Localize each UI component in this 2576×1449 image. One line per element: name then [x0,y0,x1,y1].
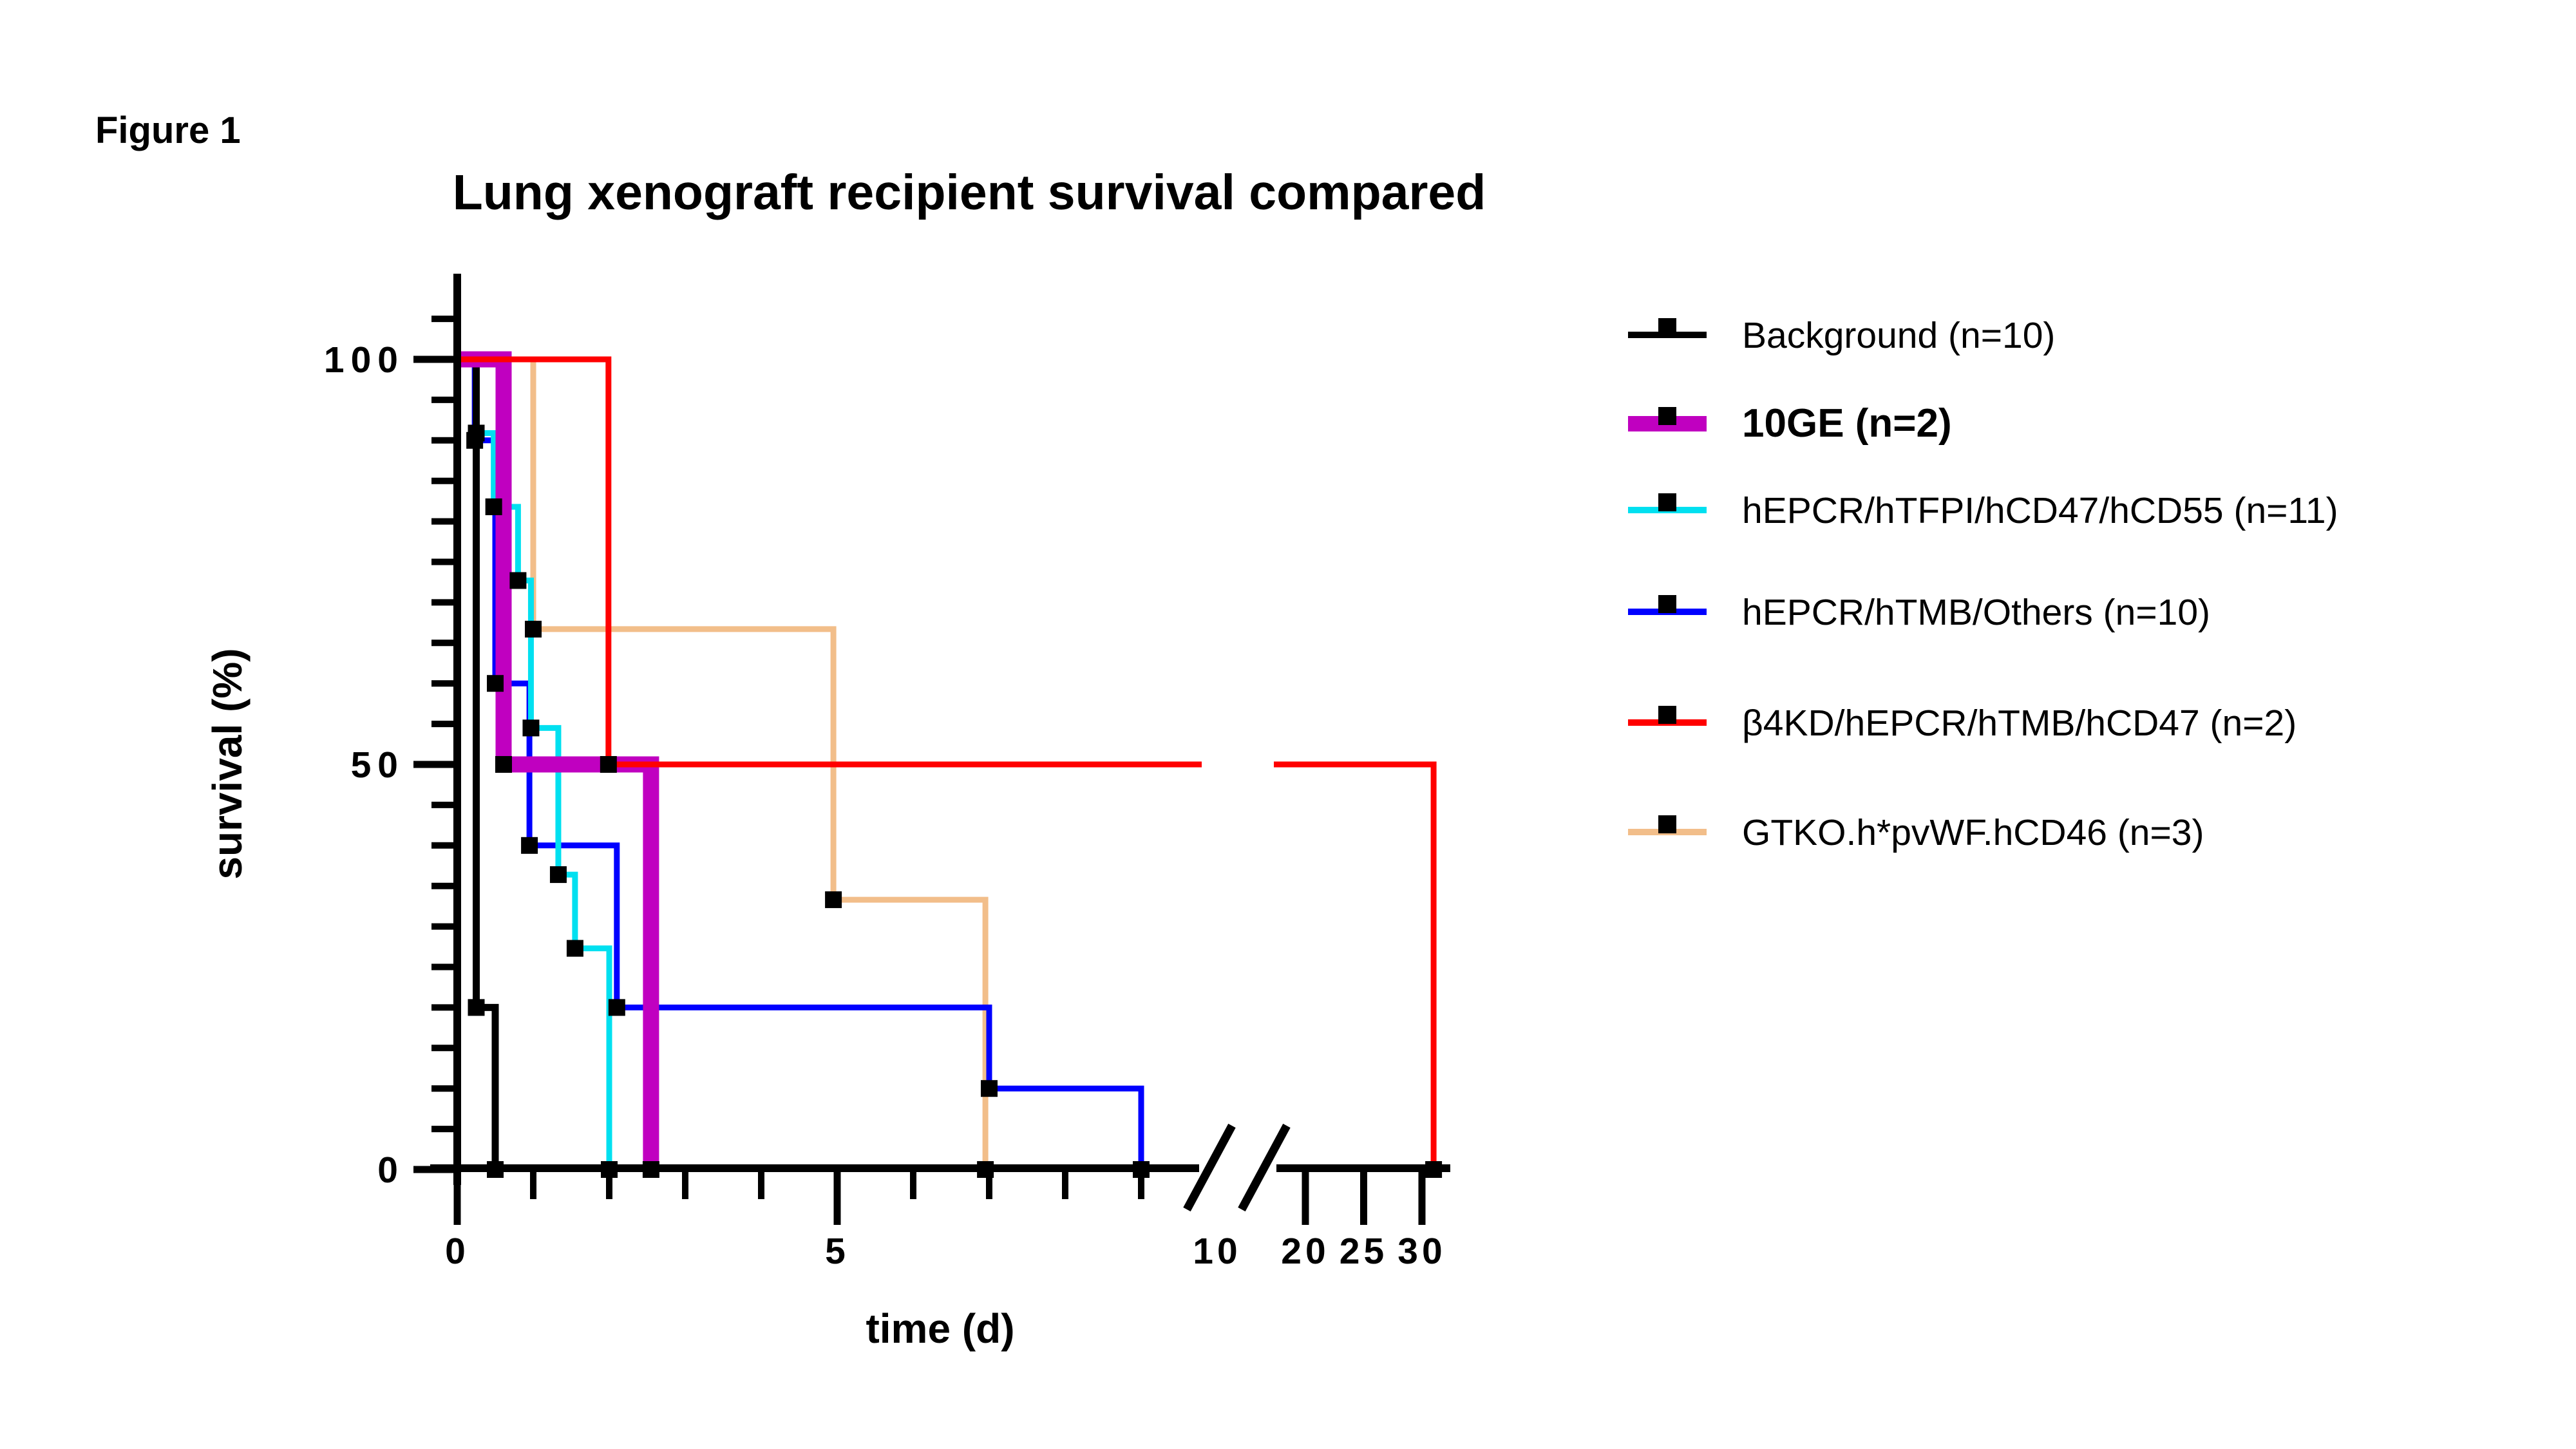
x-axis-label: time (d) [866,1305,1014,1352]
event-marker-background [468,999,485,1016]
x-tick-label-10: 10 [1193,1231,1241,1272]
legend-label-hepcr-htmb: hEPCR/hTMB/Others (n=10) [1742,592,2210,633]
x-tick-label-5: 5 [825,1231,849,1272]
legend-label-background: Background (n=10) [1742,315,2055,356]
event-marker-hepcr-htmb-others [487,675,504,692]
legend-entry-10ge: 10GE (n=2) [1628,401,1952,446]
legend-entry-b4kd: β4KD/hEPCR/hTMB/hCD47 (n=2) [1628,703,2297,744]
y-tick-label-100: 100 [324,339,404,381]
chart-title: Lung xenograft recipient survival compar… [453,165,1486,220]
x-tick-label-30: 30 [1397,1231,1446,1272]
legend-label-b4kd: β4KD/hEPCR/hTMB/hCD47 (n=2) [1742,703,2297,744]
x-tick-label-0: 0 [445,1231,469,1272]
event-marker-hepcr-htmb-others [1133,1161,1150,1178]
plot-area [413,274,1450,1225]
event-marker-hepcr-htmb-others [521,837,538,854]
y-tick-label-0: 0 [377,1150,404,1191]
event-marker-hepcr-htfpi-hcd47-hcd55 [468,424,485,442]
axis-break-slash [1183,1123,1236,1212]
legend-label-gtko: GTKO.h*pvWF.hCD46 (n=3) [1742,812,2204,853]
event-marker-gtko-hpvwf-hcd46 [977,1161,994,1178]
axis-break-mask [1202,277,1274,1163]
legend-label-hepcr-htfpi: hEPCR/hTFPI/hCD47/hCD55 (n=11) [1742,490,2338,531]
figure-label: Figure 1 [95,109,241,151]
event-marker-background [487,1161,504,1178]
y-tick-label-50: 50 [351,744,404,786]
legend-marker-hepcr-htmb-others [1658,595,1676,613]
x-tick-label-25: 25 [1340,1231,1388,1272]
y-axis-label: survival (%) [204,648,251,879]
event-marker-hepcr-htfpi-hcd47-hcd55 [522,719,540,737]
event-marker-hepcr-htfpi-hcd47-hcd55 [601,1161,618,1178]
event-marker-gtko-hpvwf-hcd46 [525,620,542,638]
legend-entry-background: Background (n=10) [1628,315,2055,356]
event-marker-10ge [495,756,512,773]
legend-marker-background [1658,318,1676,336]
event-marker-hepcr-htfpi-hcd47-hcd55 [566,940,583,957]
legend-marker-gtko-hpvwf-hcd46 [1658,815,1676,833]
legend-entry-gtko: GTKO.h*pvWF.hCD46 (n=3) [1628,812,2204,853]
axis-break-slash [1238,1123,1291,1212]
event-marker-b4kd-hepcr-htmb-hcd47 [600,756,617,773]
event-marker-hepcr-htfpi-hcd47-hcd55 [549,866,567,884]
event-marker-b4kd-hepcr-htmb-hcd47 [1425,1161,1443,1178]
event-marker-hepcr-htmb-others [981,1080,998,1097]
legend-marker-10ge [1658,407,1676,425]
event-marker-hepcr-htfpi-hcd47-hcd55 [509,572,527,589]
legend-label-10ge: 10GE (n=2) [1742,401,1952,446]
legend-marker-hepcr-htfpi-hcd47-hcd55 [1658,493,1676,511]
survival-curve-background [457,355,499,1170]
legend-entry-hepcr-htmb: hEPCR/hTMB/Others (n=10) [1628,592,2210,633]
event-marker-hepcr-htmb-others [608,999,625,1016]
event-marker-10ge [642,1161,659,1178]
legend-marker-b4kd-hepcr-htmb-hcd47 [1658,706,1676,724]
legend: Background (n=10) 10GE (n=2) hEPCR/hTFPI… [1628,315,2338,853]
event-marker-gtko-hpvwf-hcd46 [825,891,842,909]
legend-entry-hepcr-htfpi: hEPCR/hTFPI/hCD47/hCD55 (n=11) [1628,490,2338,531]
x-tick-label-20: 20 [1281,1231,1329,1272]
event-marker-hepcr-htfpi-hcd47-hcd55 [485,498,502,515]
